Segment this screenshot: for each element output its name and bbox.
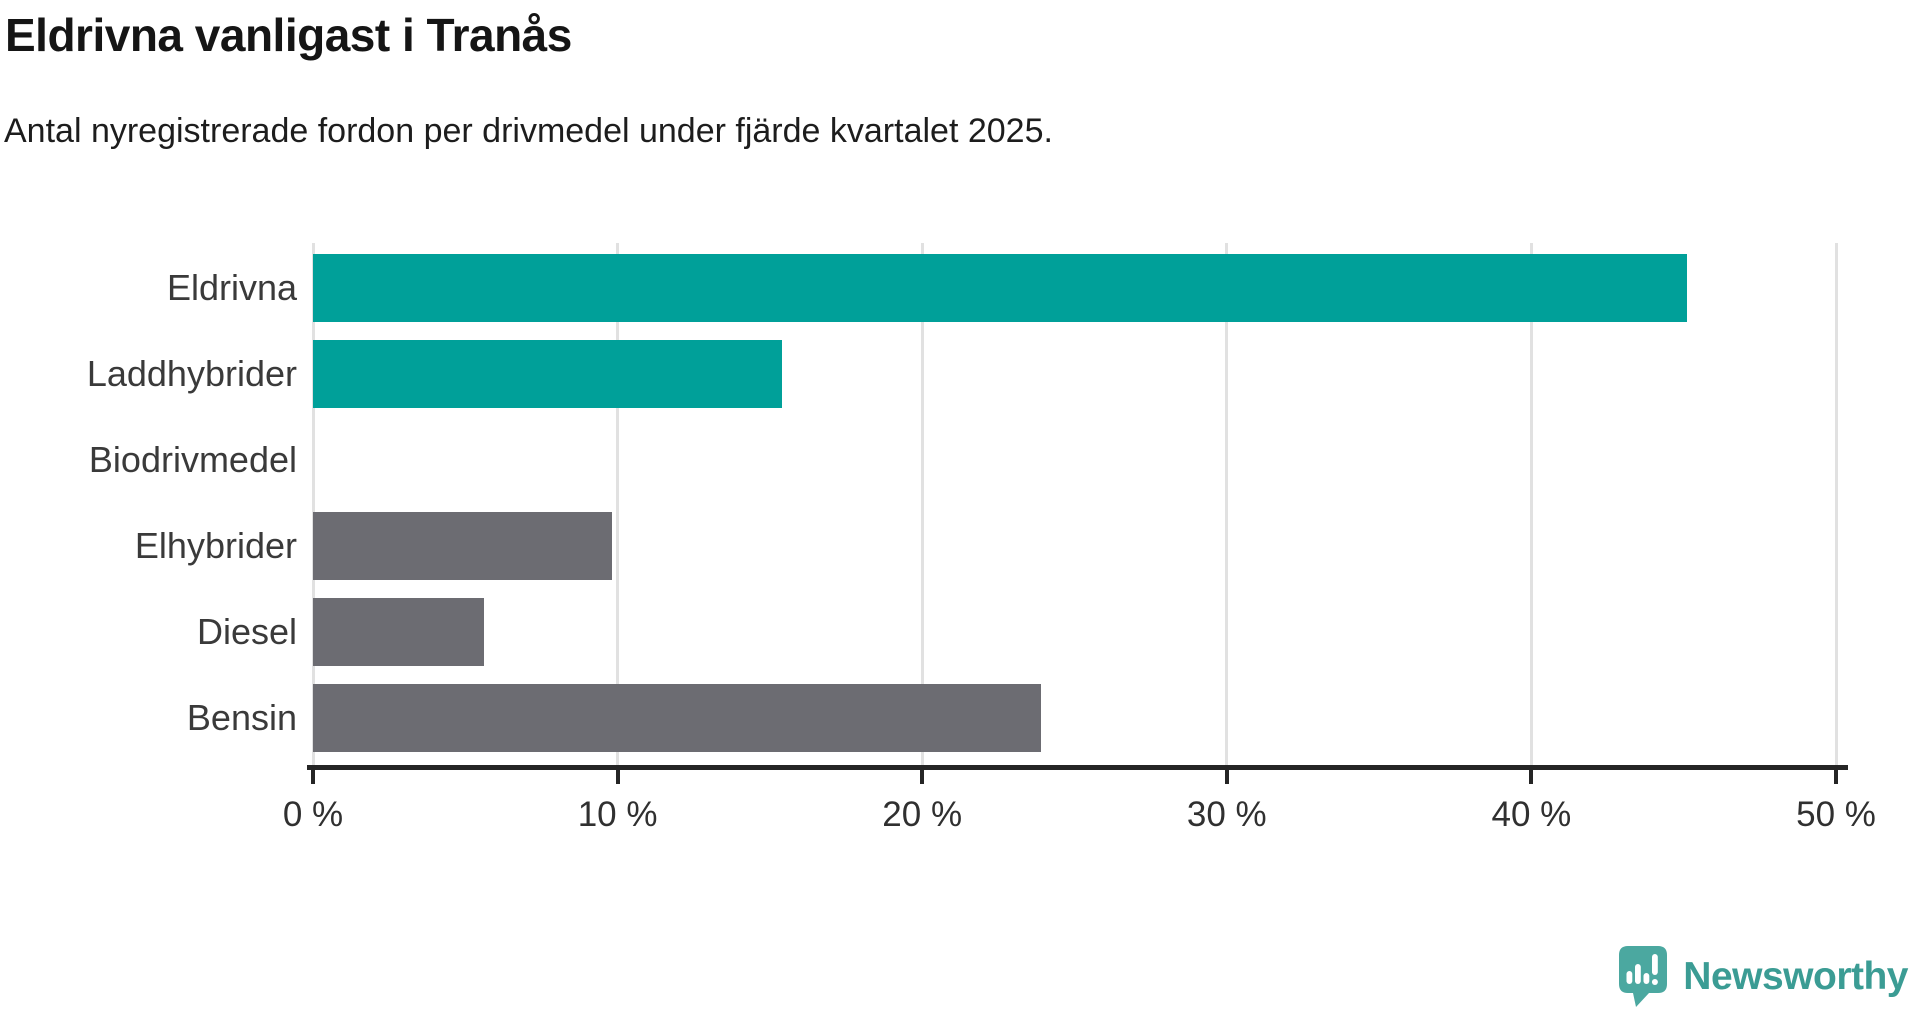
x-axis-tick (1834, 765, 1838, 784)
x-gridline (920, 243, 924, 767)
x-tick-label: 0 % (282, 795, 344, 834)
bar (313, 684, 1041, 752)
bar (313, 598, 484, 666)
x-tick-label: 10 % (577, 795, 658, 834)
category-label: Bensin (186, 697, 297, 738)
x-gridline (616, 243, 620, 767)
x-axis-tick (615, 765, 620, 784)
x-tick-label: 50 % (1796, 795, 1876, 834)
bar (313, 512, 612, 580)
bar (313, 254, 1687, 322)
x-gridline (1834, 243, 1838, 767)
x-gridline (1225, 243, 1229, 767)
x-axis-tick (1224, 765, 1229, 784)
x-tick-label: 40 % (1491, 795, 1572, 834)
newsworthy-logo-icon (1619, 946, 1668, 1007)
category-label: Laddhybrider (86, 353, 297, 394)
x-axis-tick (1529, 765, 1534, 784)
x-tick-label: 20 % (882, 795, 963, 834)
category-label: Elhybrider (134, 525, 297, 566)
x-axis-tick (920, 765, 925, 784)
newsworthy-logo: Newsworthy (1619, 946, 1908, 1008)
x-axis-line (307, 765, 1848, 770)
x-axis-tick (311, 765, 315, 784)
bar (313, 340, 783, 408)
category-label: Diesel (196, 611, 297, 652)
category-label: Biodrivmedel (88, 439, 297, 480)
chart-subtitle: Antal nyregistrerade fordon per drivmede… (4, 112, 1053, 150)
x-gridline (311, 243, 315, 767)
category-label: Eldrivna (166, 267, 297, 308)
x-tick-label: 30 % (1186, 795, 1267, 834)
chart-title: Eldrivna vanligast i Tranås (5, 9, 572, 61)
x-gridline (1529, 243, 1533, 767)
newsworthy-logo-text: Newsworthy (1683, 955, 1908, 998)
